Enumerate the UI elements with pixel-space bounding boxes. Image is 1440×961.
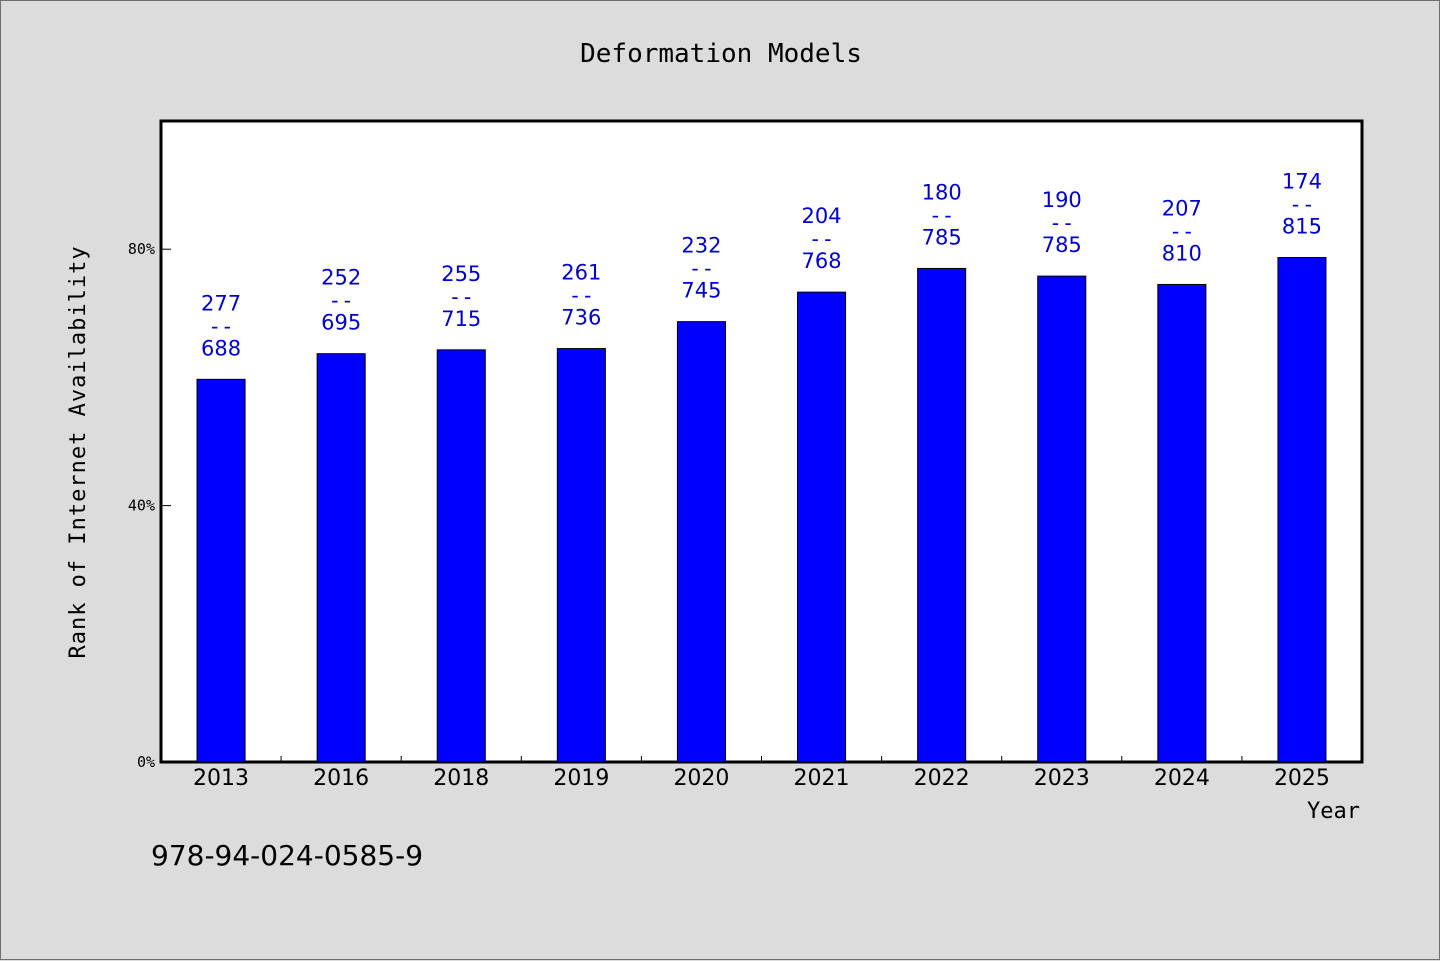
- isbn-text: 978-94-024-0585-9: [151, 839, 423, 872]
- chart-title: Deformation Models: [580, 39, 862, 69]
- data-label-bottom: 815: [1282, 215, 1322, 239]
- data-label-bottom: 768: [802, 249, 842, 273]
- data-label-bottom: 736: [561, 306, 601, 330]
- data-label-separator: --: [449, 285, 474, 309]
- x-tick-label: 2022: [914, 766, 970, 791]
- bar: [436, 349, 486, 763]
- y-tick-label: 0%: [137, 753, 155, 771]
- data-label-separator: --: [809, 227, 834, 251]
- bar: [1157, 283, 1207, 763]
- data-labels: 688--277695--252715--255736--261745--232…: [201, 170, 1322, 361]
- data-label-top: 174: [1282, 170, 1322, 194]
- data-label-top: 180: [922, 180, 962, 204]
- data-label-top: 252: [321, 266, 361, 290]
- data-label-bottom: 810: [1162, 241, 1202, 265]
- x-tick-label: 2024: [1154, 766, 1210, 791]
- data-label-top: 261: [561, 261, 601, 285]
- data-label-top: 204: [802, 204, 842, 228]
- y-tick-label: 40%: [128, 497, 155, 515]
- x-tick-label: 2025: [1274, 766, 1330, 791]
- data-label-bottom: 745: [681, 279, 721, 303]
- data-label-separator: --: [208, 314, 233, 338]
- x-tick-label: 2013: [193, 766, 249, 791]
- y-tick-label: 80%: [128, 240, 155, 258]
- data-label-bottom: 715: [441, 307, 481, 331]
- data-label-separator: --: [1289, 193, 1314, 217]
- data-label-top: 277: [201, 291, 241, 315]
- x-tick-label: 2016: [313, 766, 369, 791]
- data-label-bottom: 688: [201, 336, 241, 360]
- x-tick-label: 2019: [553, 766, 609, 791]
- x-tick-label: 2023: [1034, 766, 1090, 791]
- data-label-separator: --: [689, 257, 714, 281]
- data-label-top: 255: [441, 262, 481, 286]
- bar: [196, 378, 246, 763]
- y-tick-labels: 0% 40% 80%: [128, 240, 155, 771]
- x-tick-label: 2021: [794, 766, 850, 791]
- bar: [1277, 257, 1327, 763]
- bar: [676, 321, 726, 763]
- data-label-bottom: 785: [1042, 233, 1082, 257]
- x-tick-label: 2018: [433, 766, 489, 791]
- data-label-bottom: 695: [321, 311, 361, 335]
- data-label-bottom: 785: [922, 225, 962, 249]
- bar: [1037, 275, 1087, 763]
- bar: [316, 353, 366, 763]
- x-tick-labels: 2013 2016 2018 2019 2020 2021 2022 2023 2024 2025: [193, 766, 1330, 791]
- axis-ticks: [161, 248, 1243, 763]
- data-label-top: 190: [1042, 188, 1082, 212]
- bar: [556, 348, 606, 763]
- bar: [917, 267, 967, 763]
- y-axis-label: Rank of Internet Availability: [66, 245, 91, 658]
- data-label-separator: --: [1049, 211, 1074, 235]
- data-label-separator: --: [1169, 219, 1194, 243]
- data-label-separator: --: [929, 203, 954, 227]
- data-label-top: 232: [681, 234, 721, 258]
- bars: [196, 257, 1327, 763]
- data-label-separator: --: [569, 284, 594, 308]
- x-tick-label: 2020: [673, 766, 729, 791]
- data-label-separator: --: [329, 289, 354, 313]
- bar: [797, 291, 847, 763]
- x-axis-label: Year: [1307, 799, 1360, 824]
- data-label-top: 207: [1162, 196, 1202, 220]
